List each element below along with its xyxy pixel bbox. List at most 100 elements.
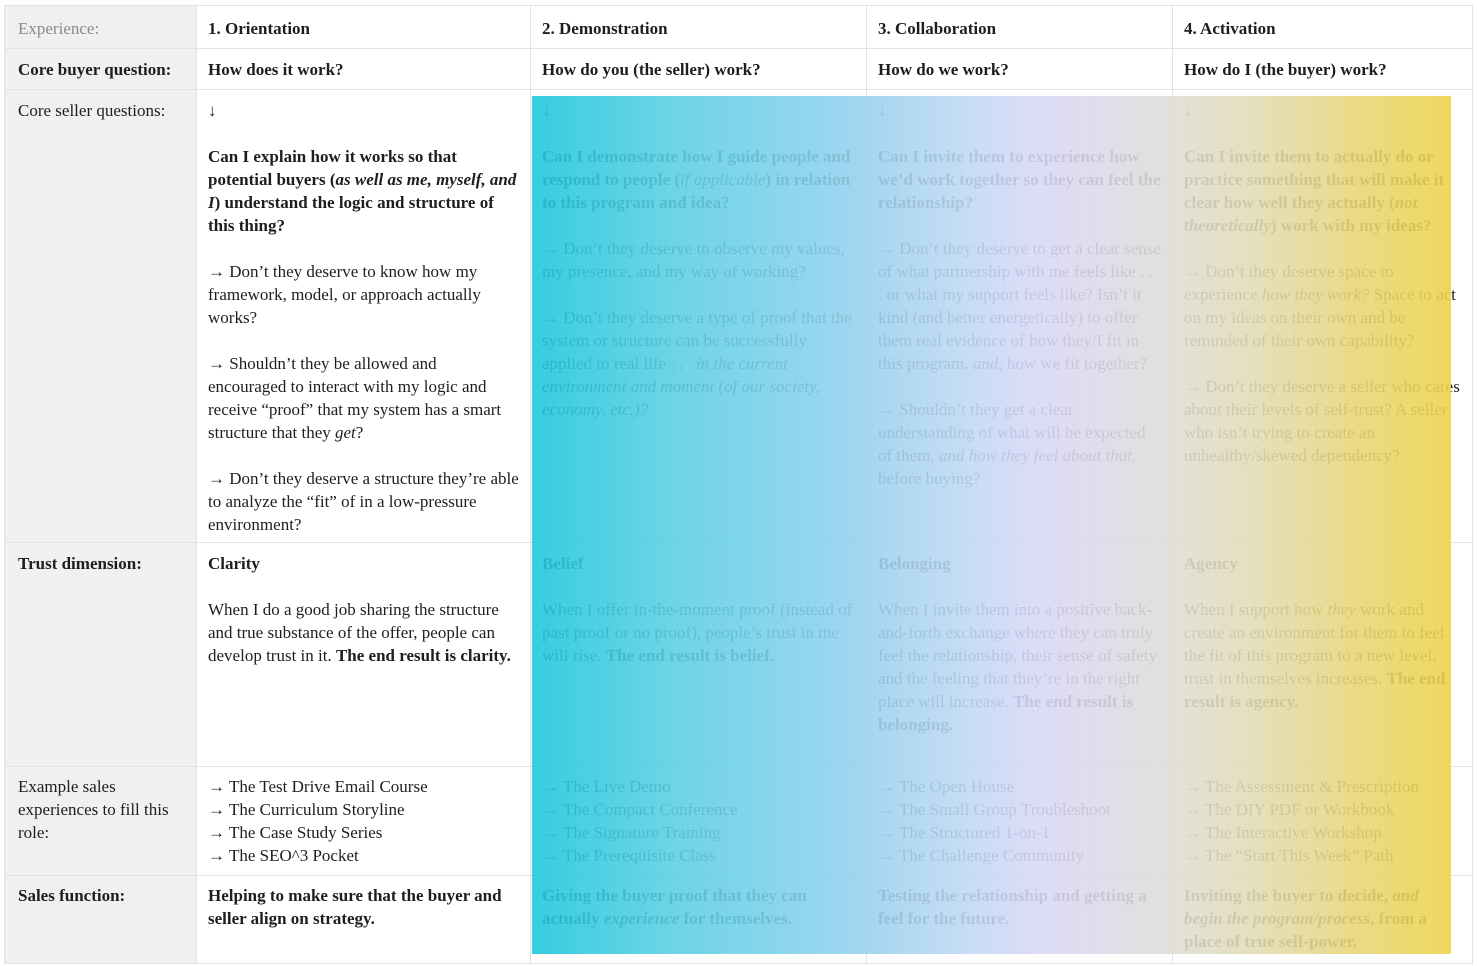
trust-dimension-cell: Belief When I offer in-the-moment proof (… — [530, 542, 867, 767]
text-segment: ) understand the logic and structure of … — [208, 193, 494, 235]
trust-description: When I do a good job sharing the structu… — [208, 598, 519, 667]
trust-dimension-cell: Agency When I support how they work and c… — [1172, 542, 1473, 767]
row-label-sales-function: Sales function: — [4, 875, 197, 964]
seller-questions-cell: ↓ Can I invite them to actually do or pra… — [1172, 89, 1473, 543]
text-segment: how they work? — [1261, 285, 1370, 304]
example-item: → The Signature Training — [542, 823, 721, 842]
trust-name: Belonging — [878, 554, 951, 573]
row-label-experience: Experience: — [4, 5, 197, 49]
text-segment: ? — [355, 423, 364, 442]
trust-description: When I invite them into a positive back-… — [878, 598, 1161, 736]
examples-row: Example sales experiences to fill this r… — [4, 766, 1473, 876]
seller-sub-question: → Don’t they deserve to observe my value… — [542, 237, 855, 283]
example-item: → The Open House — [878, 777, 1015, 796]
row-label-trust: Trust dimension: — [4, 542, 197, 767]
text-segment: → Don’t they deserve to know how my fram… — [208, 262, 481, 327]
sales-function-text: Inviting the buyer to decide, and begin … — [1184, 884, 1461, 953]
buyer-question: How do you (the seller) work? — [530, 48, 867, 90]
text-segment: → Don’t they deserve a structure they’re… — [208, 469, 519, 534]
text-segment: → Don’t they deserve to get a clear sens… — [878, 239, 1161, 373]
column-title: 4. Activation — [1172, 5, 1473, 49]
seller-questions-row: Core seller questions: ↓ Can I explain ho… — [4, 89, 1473, 543]
buyer-question-row: Core buyer question: How does it work? H… — [4, 48, 1473, 90]
sales-function-cell: Giving the buyer proof that they can act… — [530, 875, 867, 964]
text-segment: for themselves. — [679, 909, 792, 928]
trust-name: Clarity — [208, 554, 260, 573]
text-segment: When I support how — [1184, 600, 1328, 619]
seller-sub-question: → Don’t they deserve to know how my fram… — [208, 260, 519, 329]
example-item: → The Small Group Troubleshoot — [878, 800, 1111, 819]
text-segment: and — [972, 354, 999, 373]
sales-function-text: Giving the buyer proof that they can act… — [542, 884, 855, 930]
text-segment: Testing the relationship and getting a f… — [878, 886, 1147, 928]
example-item: → The Test Drive Email Course — [208, 777, 428, 796]
sales-experience-table: Experience: 1. Orientation 2. Demonstrat… — [4, 5, 1473, 964]
examples-cell: → The Open House → The Small Group Troubl… — [866, 766, 1173, 876]
row-label-buyer-question: Core buyer question: — [4, 48, 197, 90]
example-item: → The Case Study Series — [208, 823, 383, 842]
sales-experience-table-wrapper: Experience: 1. Orientation 2. Demonstrat… — [4, 5, 1473, 964]
example-item: → The Interactive Workshop — [1184, 823, 1382, 842]
sales-function-cell: Inviting the buyer to decide, and begin … — [1172, 875, 1473, 964]
trust-dimension-cell: Clarity When I do a good job sharing the … — [196, 542, 531, 767]
example-item: → The Structured 1-on-1 — [878, 823, 1051, 842]
trust-description: When I support how they work and create … — [1184, 598, 1461, 713]
row-label-seller-questions: Core seller questions: — [4, 89, 197, 543]
seller-question: Can I invite them to actually do or prac… — [1184, 145, 1461, 237]
seller-sub-question: → Don’t they deserve space to experience… — [1184, 260, 1461, 352]
seller-question: Can I explain how it works so that poten… — [208, 145, 519, 237]
column-title: 2. Demonstration — [530, 5, 867, 49]
seller-sub-question: → Don’t they deserve a seller who cares … — [1184, 375, 1461, 467]
text-segment: as well as me, myself, and I — [208, 170, 517, 212]
text-segment: Inviting the buyer to decide, — [1184, 886, 1393, 905]
text-segment: Can I invite them to experience how we’d… — [878, 147, 1161, 212]
text-segment: Can I explain how it works so that poten… — [208, 147, 457, 189]
buyer-question: How do we work? — [866, 48, 1173, 90]
buyer-question: How do I (the buyer) work? — [1172, 48, 1473, 90]
seller-questions-cell: ↓ Can I invite them to experience how we’… — [866, 89, 1173, 543]
text-segment: experience — [603, 909, 680, 928]
seller-question: Can I invite them to experience how we’d… — [878, 145, 1161, 214]
trust-dimension-cell: Belonging When I invite them into a posit… — [866, 542, 1173, 767]
seller-questions-cell: ↓ Can I demonstrate how I guide people an… — [530, 89, 867, 543]
sales-function-row: Sales function: Helping to make sure tha… — [4, 875, 1473, 964]
text-segment: → Don’t they deserve to observe my value… — [542, 239, 845, 281]
sales-function-cell: Testing the relationship and getting a f… — [866, 875, 1173, 964]
example-item: → The Challenge Community — [878, 846, 1085, 865]
seller-sub-question: → Shouldn’t they be allowed and encourag… — [208, 352, 519, 444]
seller-sub-question: → Don’t they deserve a type of proof tha… — [542, 306, 855, 421]
down-arrow-icon: ↓ — [1184, 101, 1193, 120]
examples-cell: → The Test Drive Email Course → The Curri… — [196, 766, 531, 876]
example-item: → The Live Demo — [542, 777, 671, 796]
experience-row: Experience: 1. Orientation 2. Demonstrat… — [4, 5, 1473, 49]
text-segment: they — [1327, 600, 1356, 619]
text-segment: → Shouldn’t they be allowed and encourag… — [208, 354, 502, 442]
buyer-question: How does it work? — [196, 48, 531, 90]
trust-name: Belief — [542, 554, 584, 573]
text-segment: , how we fit together? — [998, 354, 1148, 373]
example-item: → The SEO^3 Pocket — [208, 846, 359, 865]
text-segment: → Don’t they deserve a seller who cares … — [1184, 377, 1460, 465]
example-item: → The Assessment & Prescription — [1184, 777, 1419, 796]
seller-questions-cell: ↓ Can I explain how it works so that pote… — [196, 89, 531, 543]
text-segment: ) work with my ideas? — [1270, 216, 1432, 235]
column-title: 3. Collaboration — [866, 5, 1173, 49]
sales-function-text: Helping to make sure that the buyer and … — [208, 884, 519, 930]
trust-dimension-row: Trust dimension: Clarity When I do a good… — [4, 542, 1473, 767]
example-item: → The DIY PDF or Workbook — [1184, 800, 1395, 819]
trust-name: Agency — [1184, 554, 1238, 573]
examples-cell: → The Live Demo → The Compact Conference →… — [530, 766, 867, 876]
example-item: → The Curriculum Storyline — [208, 800, 405, 819]
text-segment: Helping to make sure that the buyer and … — [208, 886, 502, 928]
examples-cell: → The Assessment & Prescription → The DIY… — [1172, 766, 1473, 876]
sales-function-text: Testing the relationship and getting a f… — [878, 884, 1161, 930]
down-arrow-icon: ↓ — [542, 101, 551, 120]
row-label-examples: Example sales experiences to fill this r… — [4, 766, 197, 876]
text-segment: if applicable — [680, 170, 766, 189]
example-item: → The “Start This Week” Path — [1184, 846, 1394, 865]
seller-sub-question: → Don’t they deserve a structure they’re… — [208, 467, 519, 536]
seller-sub-question: → Shouldn’t they get a clear understandi… — [878, 398, 1161, 490]
seller-question: Can I demonstrate how I guide people and… — [542, 145, 855, 214]
column-title: 1. Orientation — [196, 5, 531, 49]
down-arrow-icon: ↓ — [878, 101, 887, 120]
